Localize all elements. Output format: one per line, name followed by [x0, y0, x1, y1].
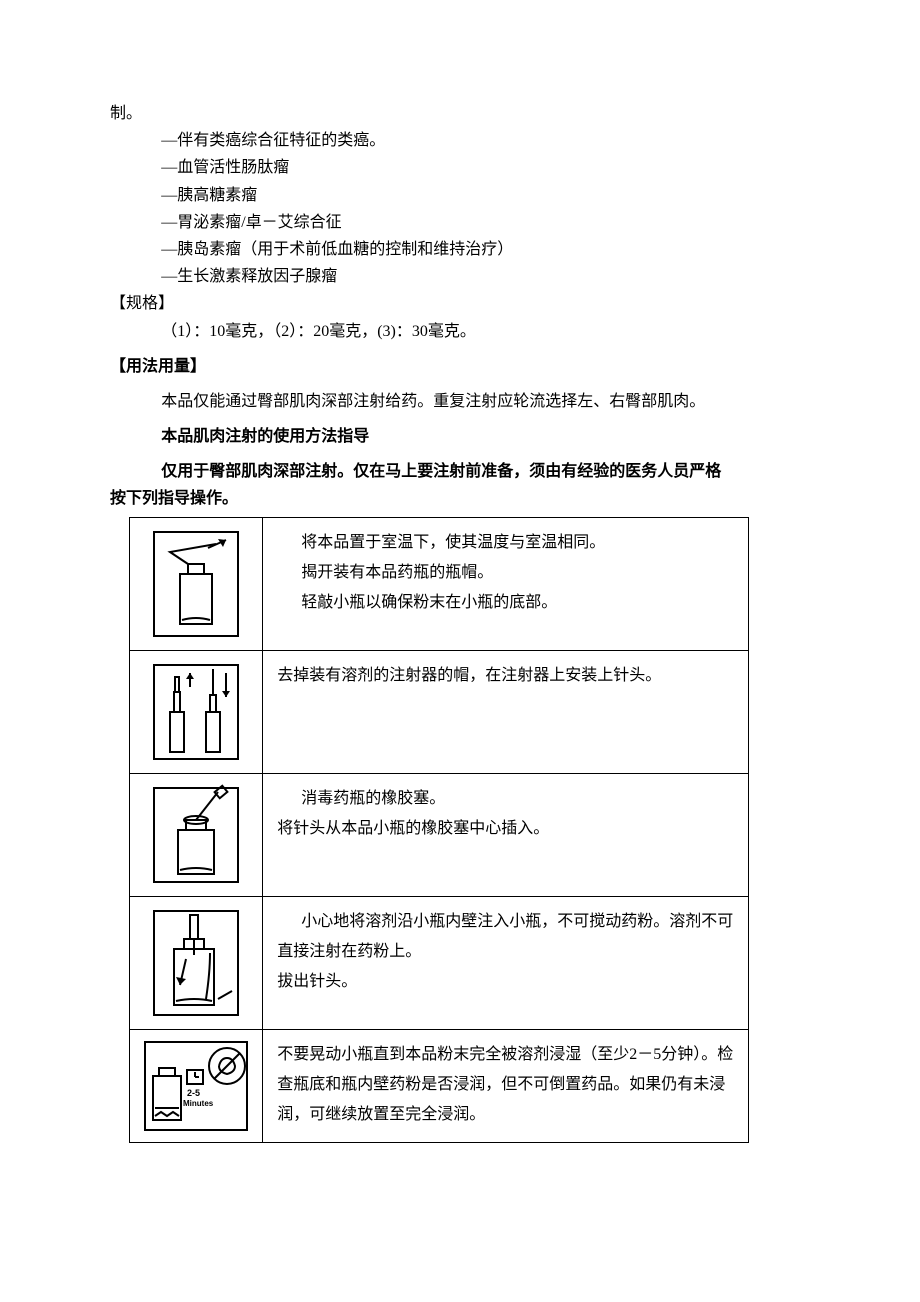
- bullet-item: —胰高糖素瘤: [110, 182, 810, 209]
- bullet-item: —胃泌素瘤/卓－艾综合征: [110, 209, 810, 236]
- steps-table: 将本品置于室温下，使其温度与室温相同。 揭开装有本品药瓶的瓶帽。 轻敲小瓶以确保…: [129, 517, 749, 1143]
- step-text: 小心地将溶剂沿小瓶内壁注入小瓶，不可搅动药粉。溶剂不可直接注射在药粉上。: [277, 907, 736, 968]
- wait-minutes-label: Minutes: [183, 1099, 214, 1108]
- spec-body: （1）：10毫克，（2）：20毫克，(3)：30毫克。: [110, 318, 810, 345]
- inject-solvent-icon: [146, 903, 246, 1023]
- dosage-line1: 本品仅能通过臀部肌肉深部注射给药。重复注射应轮流选择左、右臀部肌肉。: [110, 388, 810, 415]
- bullet-item: —胰岛素瘤（用于术前低血糖的控制和维持治疗）: [110, 236, 810, 263]
- wait-no-shake-icon: 2-5 Minutes: [141, 1036, 251, 1136]
- step-image-cell: [130, 896, 263, 1029]
- step-image-cell: 2-5 Minutes: [130, 1029, 263, 1142]
- step-text: 将本品置于室温下，使其温度与室温相同。: [277, 528, 736, 558]
- step-row: 将本品置于室温下，使其温度与室温相同。 揭开装有本品药瓶的瓶帽。 轻敲小瓶以确保…: [130, 517, 749, 650]
- step-text: 去掉装有溶剂的注射器的帽，在注射器上安装上针头。: [277, 661, 736, 691]
- step-image-cell: [130, 650, 263, 773]
- step-image-cell: [130, 773, 263, 896]
- syringe-attach-needle-icon: [146, 657, 246, 767]
- step-text-cell: 消毒药瓶的橡胶塞。 将针头从本品小瓶的橡胶塞中心插入。: [263, 773, 749, 896]
- step-row: 小心地将溶剂沿小瓶内壁注入小瓶，不可搅动药粉。溶剂不可直接注射在药粉上。 拔出针…: [130, 896, 749, 1029]
- step-text: 拔出针头。: [277, 967, 736, 997]
- intro-tail: 制。: [110, 100, 810, 127]
- step-text: 揭开装有本品药瓶的瓶帽。: [277, 558, 736, 588]
- dosage-instruction-l2: 按下列指导操作。: [110, 485, 810, 512]
- spec-heading: 【规格】: [110, 290, 810, 317]
- bullet-item: —伴有类癌综合征特征的类癌。: [110, 127, 810, 154]
- step-text: 将针头从本品小瓶的橡胶塞中心插入。: [277, 814, 736, 844]
- step-text-cell: 不要晃动小瓶直到本品粉末完全被溶剂浸湿（至少2－5分钟）。检查瓶底和瓶内壁药粉是…: [263, 1029, 749, 1142]
- wait-time-label: 2-5: [187, 1088, 200, 1098]
- step-text: 轻敲小瓶以确保粉末在小瓶的底部。: [277, 588, 736, 618]
- step-text-cell: 将本品置于室温下，使其温度与室温相同。 揭开装有本品药瓶的瓶帽。 轻敲小瓶以确保…: [263, 517, 749, 650]
- dosage-instruction-l1: 仅用于臀部肌肉深部注射。仅在马上要注射前准备，须由有经验的医务人员严格: [110, 458, 810, 485]
- step-row: 消毒药瓶的橡胶塞。 将针头从本品小瓶的橡胶塞中心插入。: [130, 773, 749, 896]
- dosage-heading: 【用法用量】: [110, 353, 810, 380]
- bullet-item: —生长激素释放因子腺瘤: [110, 263, 810, 290]
- step-text-cell: 小心地将溶剂沿小瓶内壁注入小瓶，不可搅动药粉。溶剂不可直接注射在药粉上。 拔出针…: [263, 896, 749, 1029]
- step-row: 2-5 Minutes 不要晃动小瓶直到本品粉末完全被溶剂浸湿（至少2－5分钟）…: [130, 1029, 749, 1142]
- bullet-list: —伴有类癌综合征特征的类癌。 —血管活性肠肽瘤 —胰高糖素瘤 —胃泌素瘤/卓－艾…: [110, 127, 810, 290]
- needle-insert-vial-icon: [146, 780, 246, 890]
- step-text: 不要晃动小瓶直到本品粉末完全被溶剂浸湿（至少2－5分钟）。检查瓶底和瓶内壁药粉是…: [277, 1040, 736, 1131]
- bullet-item: —血管活性肠肽瘤: [110, 154, 810, 181]
- step-image-cell: [130, 517, 263, 650]
- step-text: 消毒药瓶的橡胶塞。: [277, 784, 736, 814]
- dosage-subheading: 本品肌肉注射的使用方法指导: [110, 423, 810, 450]
- vial-open-cap-icon: [146, 524, 246, 644]
- step-row: 去掉装有溶剂的注射器的帽，在注射器上安装上针头。: [130, 650, 749, 773]
- step-text-cell: 去掉装有溶剂的注射器的帽，在注射器上安装上针头。: [263, 650, 749, 773]
